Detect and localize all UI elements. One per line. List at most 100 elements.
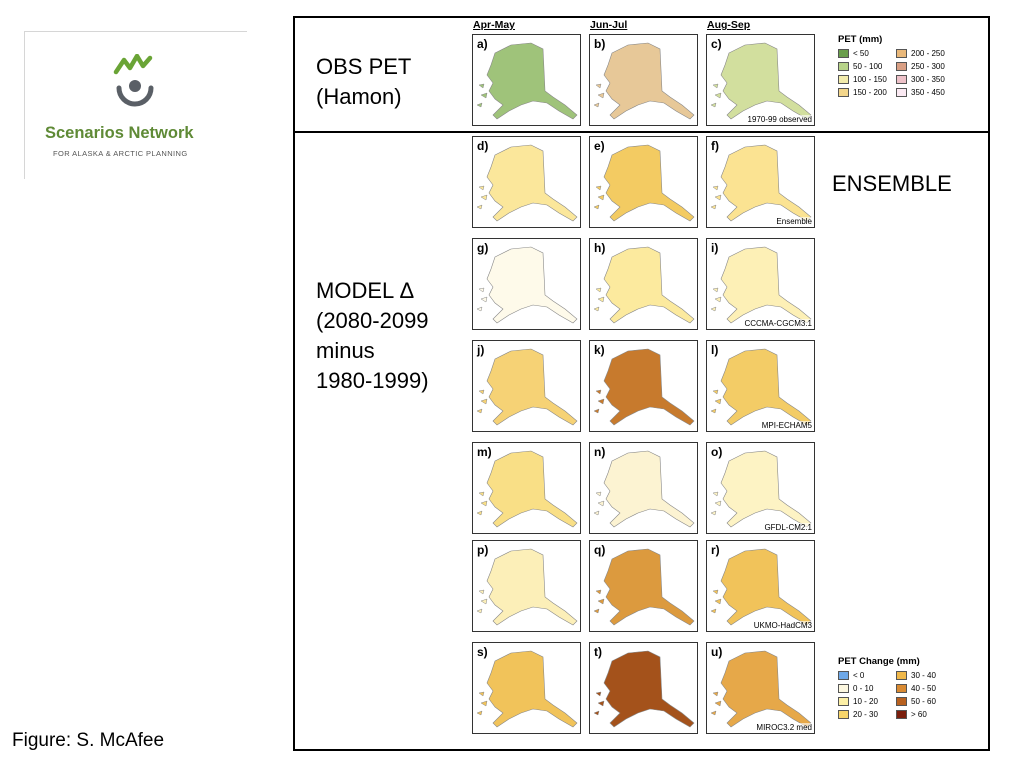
alaska-map <box>710 348 812 426</box>
alaska-map <box>476 42 578 120</box>
legend-label: 40 - 50 <box>911 684 936 693</box>
legend-item: 30 - 40 <box>896 671 954 680</box>
legend-swatch <box>896 75 907 84</box>
legend-label: 250 - 300 <box>911 62 945 71</box>
alaska-map <box>593 42 695 120</box>
legend-label: 100 - 150 <box>853 75 887 84</box>
alaska-map <box>710 42 812 120</box>
legend-label: 50 - 60 <box>911 697 936 706</box>
panel-label: m) <box>477 445 492 459</box>
legend-swatch <box>838 684 849 693</box>
model-label-line: (2080-2099 <box>316 308 429 333</box>
legend-item: 100 - 150 <box>838 75 896 84</box>
map-panel: k) <box>589 340 698 432</box>
panel-caption: 1970-99 observed <box>747 115 812 124</box>
legend-item: 50 - 60 <box>896 697 954 706</box>
alaska-map <box>593 144 695 222</box>
legend-item: 350 - 450 <box>896 88 954 97</box>
snap-logo: Scenarios Network FOR ALASKA & ARCTIC PL… <box>24 31 247 179</box>
legend-item: > 60 <box>896 710 954 719</box>
legend-label: 150 - 200 <box>853 88 887 97</box>
legend-item: 0 - 10 <box>838 684 896 693</box>
obs-pet-label: OBS PET (Hamon) <box>316 52 411 112</box>
map-panel: e) <box>589 136 698 228</box>
legend-item: < 0 <box>838 671 896 680</box>
alaska-map <box>476 348 578 426</box>
map-panel: j) <box>472 340 581 432</box>
map-panel: l) MPI-ECHAM5 <box>706 340 815 432</box>
legend-item: 20 - 30 <box>838 710 896 719</box>
panel-caption: CCCMA-CGCM3.1 <box>744 319 812 328</box>
legend-item: 10 - 20 <box>838 697 896 706</box>
panel-label: g) <box>477 241 489 255</box>
legend-label: 300 - 350 <box>911 75 945 84</box>
model-label-line: MODEL Δ <box>316 278 415 303</box>
legend-swatch <box>838 62 849 71</box>
pet-legend-title: PET (mm) <box>838 34 883 45</box>
legend-swatch <box>838 75 849 84</box>
map-panel: q) <box>589 540 698 632</box>
alaska-map <box>593 450 695 528</box>
map-panel: m) <box>472 442 581 534</box>
legend-label: 20 - 30 <box>853 710 878 719</box>
pet-change-legend-title: PET Change (mm) <box>838 656 920 667</box>
ensemble-label: ENSEMBLE <box>832 171 952 196</box>
legend-item: < 50 <box>838 49 896 58</box>
map-panel: a) <box>472 34 581 126</box>
alaska-map <box>476 144 578 222</box>
model-frame <box>293 131 990 751</box>
panel-label: p) <box>477 543 489 557</box>
panel-label: j) <box>477 343 485 357</box>
column-header-apr-may: Apr-May <box>473 19 516 31</box>
legend-item: 50 - 100 <box>838 62 896 71</box>
map-panel: t) <box>589 642 698 734</box>
alaska-map <box>710 450 812 528</box>
legend-swatch <box>896 710 907 719</box>
legend-item: 40 - 50 <box>896 684 954 693</box>
legend-swatch <box>896 697 907 706</box>
legend-swatch <box>838 49 849 58</box>
panel-label: s) <box>477 645 488 659</box>
alaska-map <box>593 650 695 728</box>
panel-label: n) <box>594 445 606 459</box>
legend-item: 150 - 200 <box>838 88 896 97</box>
panel-label: a) <box>477 37 488 51</box>
panel-label: c) <box>711 37 722 51</box>
alaska-map <box>476 450 578 528</box>
alaska-map <box>476 246 578 324</box>
panel-caption: MPI-ECHAM5 <box>761 421 812 430</box>
obs-label-line: OBS PET <box>316 54 412 79</box>
pet-legend-items: < 50 200 - 250 50 - 100 250 - 300 100 - 150 3… <box>838 49 954 97</box>
panel-label: t) <box>594 645 602 659</box>
alaska-map <box>476 650 578 728</box>
map-panel: c) 1970-99 observed <box>706 34 815 126</box>
panel-caption: Ensemble <box>776 217 812 226</box>
map-panel: d) <box>472 136 581 228</box>
pet-change-legend: PET Change (mm) < 0 30 - 40 0 - 10 40 - 50 1… <box>838 656 954 719</box>
alaska-map <box>710 548 812 626</box>
legend-swatch <box>896 62 907 71</box>
panel-caption: MIROC3.2 med <box>756 723 812 732</box>
legend-item: 300 - 350 <box>896 75 954 84</box>
map-panel: o) GFDL-CM2.1 <box>706 442 815 534</box>
panel-label: l) <box>711 343 719 357</box>
model-delta-label: MODEL Δ (2080-2099 minus 1980-1999) <box>316 276 429 396</box>
legend-label: 0 - 10 <box>853 684 874 693</box>
map-panel: u) MIROC3.2 med <box>706 642 815 734</box>
alaska-map <box>593 348 695 426</box>
legend-swatch <box>838 710 849 719</box>
model-label-line: 1980-1999) <box>316 368 429 393</box>
logo-subtitle: FOR ALASKA & ARCTIC PLANNING <box>53 149 188 158</box>
map-panel: f) Ensemble <box>706 136 815 228</box>
alaska-map <box>593 246 695 324</box>
alaska-map <box>710 246 812 324</box>
legend-item: 200 - 250 <box>896 49 954 58</box>
legend-swatch <box>838 88 849 97</box>
legend-label: < 0 <box>853 671 865 680</box>
map-panel: n) <box>589 442 698 534</box>
alaska-map <box>476 548 578 626</box>
map-panel: i) CCCMA-CGCM3.1 <box>706 238 815 330</box>
alaska-map <box>710 650 812 728</box>
map-panel: g) <box>472 238 581 330</box>
figure-credit: Figure: S. McAfee <box>12 730 165 751</box>
